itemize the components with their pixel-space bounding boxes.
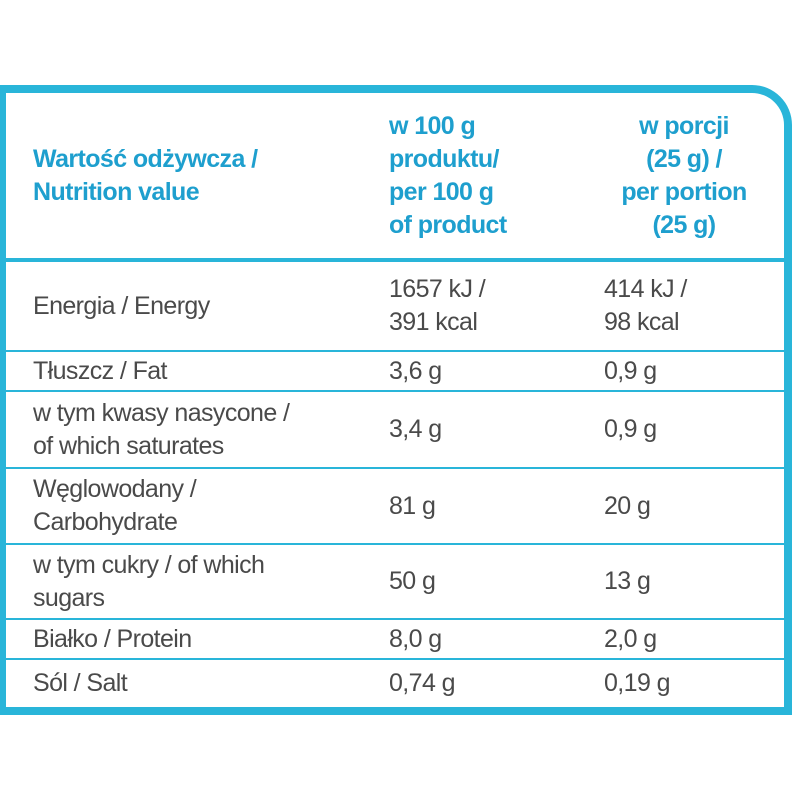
cell: 2,0 g	[584, 620, 784, 658]
table-row: Białko / Protein 8,0 g 2,0 g	[6, 620, 784, 660]
cell: Sól / Salt	[6, 660, 386, 706]
table-row: Energia / Energy 1657 kJ / 391 kcal 414 kJ …	[6, 262, 784, 352]
cell: 81 g	[386, 469, 584, 543]
cell: 13 g	[584, 545, 784, 618]
cell-text: sugars	[33, 583, 105, 612]
cell: 414 kJ / 98 kcal	[584, 262, 784, 350]
cell: w 100 g produktu/per 100 g of product	[386, 93, 584, 258]
cell-text: Nutrition value	[33, 177, 200, 206]
cell-text: 414 kJ /	[604, 275, 687, 303]
cell: 1657 kJ / 391 kcal	[386, 262, 584, 350]
cell-text: Wartość odżywcza /	[33, 144, 258, 173]
table-row: w tym cukry / of which sugars 50 g 13 g	[6, 545, 784, 620]
cell-text: Carbohydrate	[33, 508, 178, 536]
table-row: Sól / Salt 0,74 g 0,19 g	[6, 660, 784, 706]
table-row: w tym kwasy nasycone / of which saturates…	[6, 392, 784, 469]
cell: 50 g	[386, 545, 584, 618]
table-row: Tłuszcz / Fat 3,6 g 0,9 g	[6, 352, 784, 392]
cell: 20 g	[584, 469, 784, 543]
cell: Wartość odżywcza / Nutrition value	[6, 93, 386, 258]
cell-text: w 100 g	[389, 111, 476, 140]
cell-text: 3,6 g	[389, 356, 442, 385]
cell: w tym cukry / of which sugars	[6, 545, 386, 618]
cell: 0,9 g	[584, 352, 784, 390]
cell: 0,74 g	[386, 660, 584, 706]
cell: 0,9 g	[584, 392, 784, 467]
cell: 8,0 g	[386, 620, 584, 658]
cell-text: 8,0 g	[389, 624, 442, 653]
cell: Tłuszcz / Fat	[6, 352, 386, 390]
cell-text: of product	[389, 210, 507, 239]
header-row: Wartość odżywcza / Nutrition value w 100 g…	[6, 93, 784, 262]
cell-text: 98 kcal	[604, 308, 680, 336]
cell-text: Białko / Protein	[33, 624, 192, 653]
cell-text: w porcji	[639, 111, 729, 140]
cell-text: 0,19 g	[604, 668, 671, 697]
cell: Węglowodany / Carbohydrate	[6, 469, 386, 543]
cell-text: 0,74 g	[389, 668, 456, 697]
cell-text: (25 g) /	[646, 144, 722, 173]
cell-text: per 100 g	[389, 177, 494, 206]
cell: Energia / Energy	[6, 262, 386, 350]
cell-text: 2,0 g	[604, 624, 657, 653]
cell-text: w tym cukry / of which	[33, 550, 265, 579]
cell-text: 0,9 g	[604, 415, 657, 443]
cell-text: 3,4 g	[389, 415, 442, 443]
cell-text: 391 kcal	[389, 308, 478, 336]
cell: 3,4 g	[386, 392, 584, 467]
cell-text: Tłuszcz / Fat	[33, 356, 167, 385]
cell-text: 20 g	[604, 491, 651, 520]
cell-text: (25 g)	[652, 210, 716, 239]
table-row: Węglowodany / Carbohydrate 81 g 20 g	[6, 469, 784, 545]
cell: w tym kwasy nasycone / of which saturates	[6, 392, 386, 467]
cell: Białko / Protein	[6, 620, 386, 658]
cell-text: Energia / Energy	[33, 291, 210, 320]
cell-text: per portion	[621, 177, 747, 206]
cell-text: Węglowodany /	[33, 475, 197, 503]
cell: 0,19 g	[584, 660, 784, 706]
cell-text: 1657 kJ /	[389, 275, 486, 303]
cell-text: 13 g	[604, 567, 651, 595]
cell-text: 81 g	[389, 491, 436, 520]
cell: w porcji (25 g) / per portion (25 g)	[584, 93, 784, 258]
nutrition-table: Wartość odżywcza / Nutrition value w 100 g…	[0, 85, 792, 715]
cell-text: of which saturates	[33, 431, 224, 460]
cell-text: produktu/	[389, 144, 499, 173]
cell: 3,6 g	[386, 352, 584, 390]
cell-text: 50 g	[389, 567, 436, 595]
cell-text: Sól / Salt	[33, 668, 128, 697]
cell-text: 0,9 g	[604, 356, 657, 385]
cell-text: w tym kwasy nasycone /	[33, 398, 290, 427]
